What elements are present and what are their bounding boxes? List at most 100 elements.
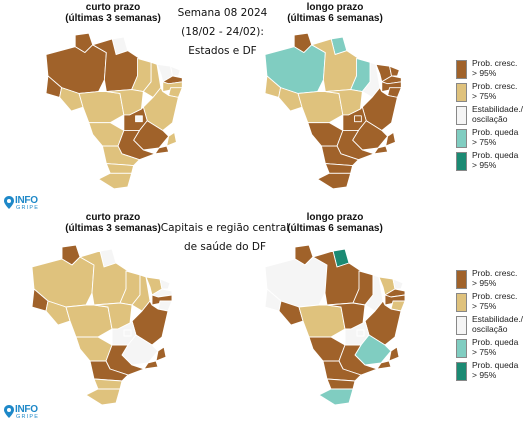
legend-swatch: [456, 60, 467, 79]
state-es: [155, 346, 167, 362]
legend-label: Prob. cresc.: [472, 58, 518, 68]
legend-label: > 95%: [472, 370, 497, 380]
state-rs: [98, 172, 133, 190]
state-pe: [151, 294, 173, 306]
title-line: Semana 08 2024: [177, 7, 268, 19]
state-rj: [154, 145, 170, 155]
top-center-title: Semana 08 2024 (18/02 - 24/02): Estados …: [165, 4, 280, 61]
header-line: longo prazo: [306, 212, 364, 223]
legend-bottom: Prob. cresc. > 95% Prob. cresc. > 75% Estabi…: [456, 268, 528, 383]
legend-swatch: [456, 152, 467, 171]
state-mt: [78, 91, 125, 124]
map-pin-icon: [4, 405, 14, 418]
state-es: [385, 131, 396, 147]
legend-swatch: [456, 316, 467, 335]
header-line: (últimas 3 semanas): [65, 13, 161, 24]
state-ms: [75, 336, 113, 362]
state-ms: [308, 336, 346, 362]
infogripe-logo-top: INFO GRIPE: [4, 195, 44, 212]
state-rs: [317, 172, 352, 190]
top-right-header: longo prazo (últimas 6 semanas): [280, 2, 390, 24]
legend-item: Prob. queda > 95%: [456, 150, 528, 173]
legend-swatch: [456, 362, 467, 381]
legend-item: Prob. cresc. > 75%: [456, 81, 528, 104]
map-top-short-term: [45, 32, 183, 190]
state-rs: [318, 388, 354, 406]
header-line: (últimas 6 semanas): [287, 223, 383, 234]
legend-label: Prob. cresc.: [472, 268, 518, 278]
header-line: curto prazo: [85, 2, 141, 13]
bottom-right-header: longo prazo (últimas 6 semanas): [280, 212, 390, 234]
state-ro: [45, 300, 71, 326]
state-pe: [384, 294, 406, 306]
legend-label: Prob. queda: [472, 360, 519, 370]
header-line: longo prazo: [306, 2, 364, 13]
legend-label: Prob. cresc.: [472, 291, 518, 301]
state-pe: [162, 81, 183, 92]
map-bottom-long-term: [264, 244, 406, 406]
logo-subtext: GRIPE: [16, 205, 40, 211]
header-line: (últimas 6 semanas): [287, 13, 383, 24]
state-mt: [297, 91, 344, 124]
state-rn: [170, 65, 181, 77]
state-rj: [373, 145, 389, 155]
state-rj: [376, 360, 392, 370]
state-ro: [278, 300, 304, 326]
legend-label: > 95%: [472, 68, 497, 78]
bottom-center-title: Capitais e região central de saúde do DF: [160, 219, 290, 257]
legend-label: > 95%: [472, 160, 497, 170]
state-df: [354, 115, 362, 123]
state-pe: [381, 81, 402, 92]
legend-item: Prob. cresc. > 95%: [456, 268, 528, 291]
state-ro: [59, 87, 84, 112]
top-left-header: curto prazo (últimas 3 semanas): [58, 2, 168, 24]
legend-label: Estabilidade./: [472, 104, 524, 114]
map-top-long-term: [264, 32, 402, 190]
title-line: Capitais e região central: [160, 222, 290, 234]
legend-label: Prob. queda: [472, 337, 519, 347]
state-rn: [159, 278, 171, 290]
header-line: (últimas 3 semanas): [65, 223, 161, 234]
legend-label: > 75%: [472, 91, 497, 101]
legend-item: Prob. cresc. > 95%: [456, 58, 528, 81]
state-rj: [143, 360, 159, 370]
title-line: de saúde do DF: [183, 241, 267, 253]
legend-top: Prob. cresc. > 95% Prob. cresc. > 75% Estabi…: [456, 58, 528, 173]
state-ro: [278, 87, 303, 112]
logo-text: INFO: [15, 404, 38, 415]
legend-swatch: [456, 293, 467, 312]
legend-swatch: [456, 106, 467, 125]
infogripe-logo-bottom: INFO GRIPE: [4, 404, 44, 421]
logo-subtext: GRIPE: [16, 414, 40, 420]
legend-label: Prob. queda: [472, 127, 519, 137]
state-ms: [307, 122, 344, 147]
title-line: Estados e DF: [188, 45, 257, 57]
legend-label: Prob. queda: [472, 150, 519, 160]
legend-label: > 75%: [472, 347, 497, 357]
legend-item: Prob. queda > 75%: [456, 127, 528, 150]
map-pin-icon: [4, 196, 14, 209]
legend-item: Prob. queda > 75%: [456, 337, 528, 360]
legend-label: oscilação: [472, 114, 508, 124]
bottom-left-header: curto prazo (últimas 3 semanas): [58, 212, 168, 234]
state-rn: [392, 278, 404, 290]
legend-swatch: [456, 83, 467, 102]
legend-label: > 95%: [472, 278, 497, 288]
legend-label: > 75%: [472, 301, 497, 311]
legend-label: oscilação: [472, 324, 508, 334]
title-line: (18/02 - 24/02):: [181, 26, 264, 38]
legend-swatch: [456, 339, 467, 358]
state-sc: [105, 163, 135, 174]
logo-text: INFO: [15, 195, 38, 206]
state-df: [135, 115, 143, 123]
state-sc: [326, 378, 356, 390]
legend-label: Estabilidade./: [472, 314, 524, 324]
state-sc: [324, 163, 354, 174]
legend-swatch: [456, 129, 467, 148]
state-es: [388, 346, 400, 362]
legend-swatch: [456, 270, 467, 289]
legend-item: Prob. cresc. > 75%: [456, 291, 528, 314]
state-mt: [298, 304, 346, 338]
state-rn: [389, 65, 400, 77]
legend-item: Prob. queda > 95%: [456, 360, 528, 383]
